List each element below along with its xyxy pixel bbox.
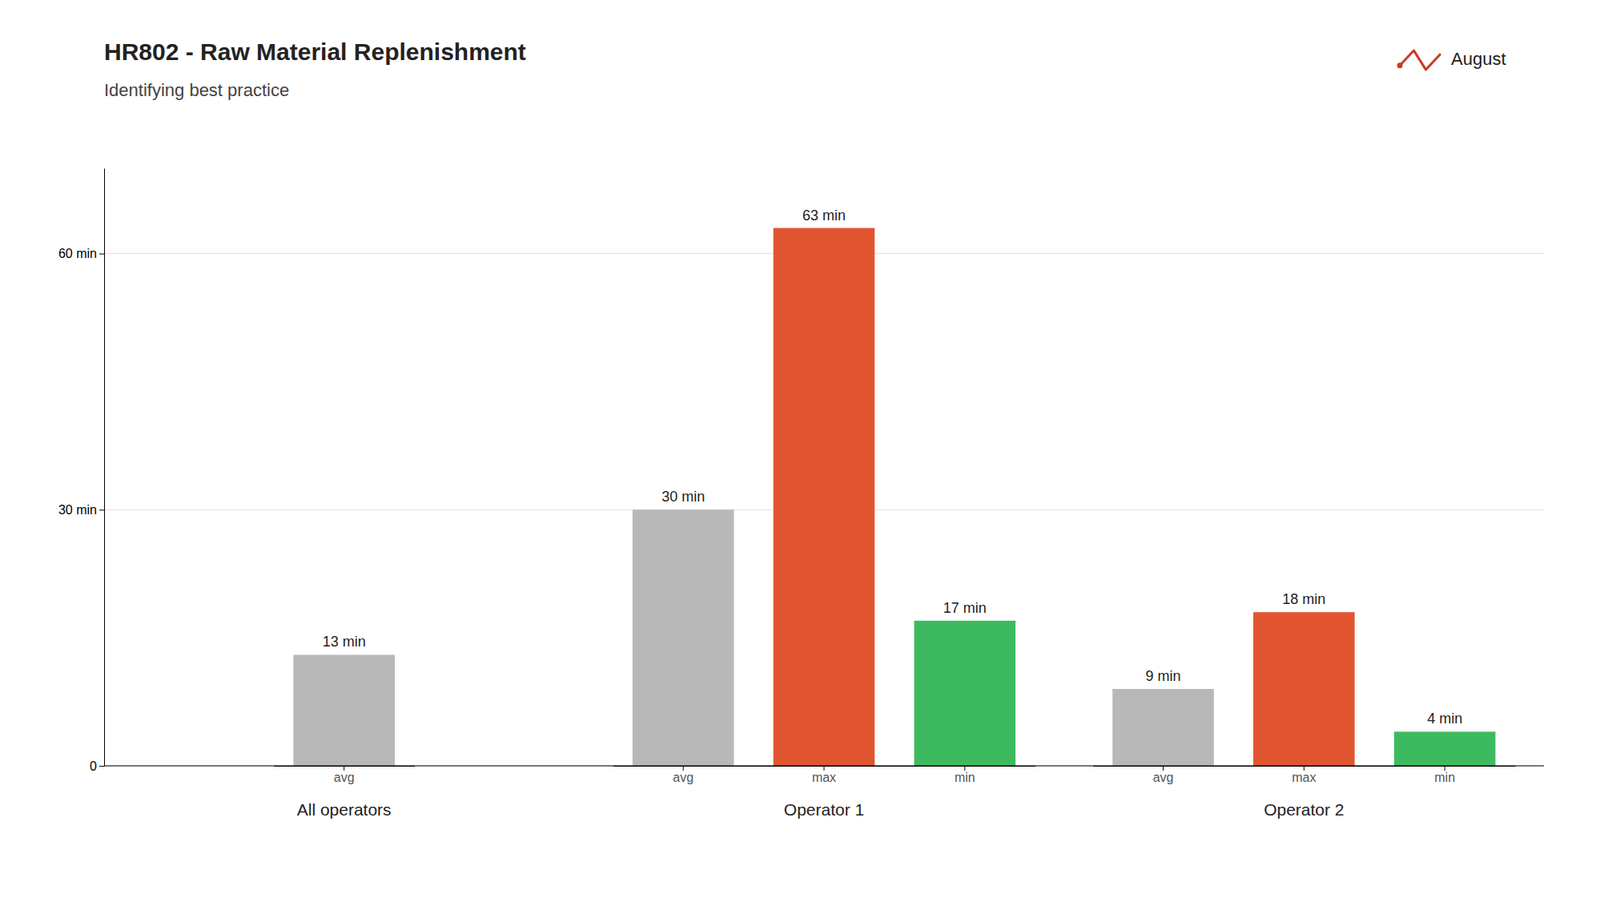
title: HR802 - Raw Material Replenishment xyxy=(104,38,527,65)
tick-mark xyxy=(1162,765,1164,771)
tick: max xyxy=(812,765,837,784)
tick-label: min xyxy=(1434,770,1456,784)
tick-label: 60 min xyxy=(58,246,97,261)
tick-label: max xyxy=(1291,770,1316,784)
plot-area: 0 30 min 60 min 13 min 30 min 63 min 17 min 9 m… xyxy=(58,168,1544,820)
tick-mark xyxy=(964,765,965,771)
tick-label: max xyxy=(812,770,837,784)
tick-mark xyxy=(1444,765,1446,771)
data-label: 30 min xyxy=(661,488,705,505)
bar xyxy=(1253,611,1355,766)
data-labels: 13 min 30 min 63 min 17 min 9 min 18 min 4 min xyxy=(322,207,1463,728)
tick: min xyxy=(954,765,976,784)
tick: 60 min xyxy=(58,246,105,261)
tick-label: 30 min xyxy=(58,502,97,517)
bars xyxy=(293,228,1496,766)
bar xyxy=(632,509,735,766)
tick: 30 min xyxy=(58,502,105,517)
tick: max xyxy=(1291,765,1316,784)
tick-mark xyxy=(99,509,105,511)
group-labels: All operators Operator 1 Operator 2 xyxy=(297,800,1345,819)
data-label: 18 min xyxy=(1282,590,1326,608)
grid-line xyxy=(104,765,1544,767)
legend: August xyxy=(1397,48,1507,70)
bar xyxy=(1112,688,1215,766)
tick-label: min xyxy=(954,770,976,784)
x-axis: avg max min xyxy=(613,765,1036,784)
x-axis: avg xyxy=(273,765,415,784)
legend-swatch xyxy=(1399,50,1440,70)
legend-swatch-dot xyxy=(1397,62,1404,69)
bar xyxy=(914,620,1017,766)
tick-mark xyxy=(343,765,345,771)
tick-mark xyxy=(1303,765,1305,771)
tick: min xyxy=(1434,765,1456,784)
subtitle: Identifying best practice xyxy=(104,80,290,101)
tick-mark xyxy=(683,765,684,771)
tick-label: 0 xyxy=(89,759,97,773)
legend-label: August xyxy=(1451,48,1507,69)
tick: avg xyxy=(672,765,694,784)
baseline xyxy=(104,765,1544,767)
data-label: 4 min xyxy=(1427,710,1463,727)
tick-label: avg xyxy=(333,770,355,784)
x-axis: avg max min xyxy=(1093,765,1516,784)
data-label: 63 min xyxy=(802,207,846,224)
group-label: All operators xyxy=(297,800,392,819)
tick-label: avg xyxy=(672,770,694,784)
bar xyxy=(1394,731,1496,766)
tick: 0 xyxy=(89,759,105,773)
tick: avg xyxy=(333,765,355,784)
tick-label: avg xyxy=(1153,770,1174,784)
tick-mark xyxy=(99,253,105,255)
x-axes: avg avg max min avg max min xyxy=(273,765,1516,784)
chart-container: HR802 - Raw Material Replenishment Identi… xyxy=(0,0,1600,902)
tick-mark xyxy=(99,765,105,767)
bar xyxy=(773,228,876,766)
tick: avg xyxy=(1153,765,1174,784)
axis-line xyxy=(104,168,105,767)
data-label: 13 min xyxy=(322,633,366,650)
group-label: Operator 1 xyxy=(783,800,865,819)
y-axis: 0 30 min 60 min xyxy=(58,168,105,773)
data-label: 17 min xyxy=(943,599,987,616)
bar xyxy=(293,654,395,766)
tick-mark xyxy=(824,765,825,771)
data-label: 9 min xyxy=(1145,667,1182,684)
group-label: Operator 2 xyxy=(1263,800,1344,819)
chart-svg: HR802 - Raw Material Replenishment Identi… xyxy=(0,0,1600,902)
